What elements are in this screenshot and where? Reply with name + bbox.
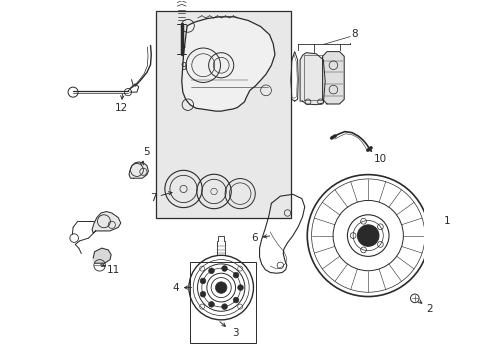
Text: 5: 5 <box>143 147 150 157</box>
Text: 4: 4 <box>172 283 179 293</box>
Text: 6: 6 <box>251 233 257 243</box>
Polygon shape <box>129 162 148 178</box>
Circle shape <box>221 304 227 310</box>
Polygon shape <box>92 212 121 233</box>
Text: 12: 12 <box>115 103 128 113</box>
Circle shape <box>200 278 205 284</box>
Bar <box>155 12 290 218</box>
Text: 9: 9 <box>180 62 186 72</box>
Bar <box>190 262 256 343</box>
Circle shape <box>208 301 214 307</box>
Circle shape <box>200 291 205 297</box>
Polygon shape <box>322 51 344 104</box>
Text: 10: 10 <box>373 154 386 164</box>
Circle shape <box>215 282 226 293</box>
Circle shape <box>233 297 239 303</box>
Circle shape <box>357 225 378 246</box>
Polygon shape <box>182 17 274 111</box>
Text: 7: 7 <box>150 193 157 203</box>
Polygon shape <box>300 53 325 105</box>
Text: 8: 8 <box>351 29 358 39</box>
Circle shape <box>221 266 227 271</box>
Polygon shape <box>93 248 111 263</box>
Circle shape <box>233 272 239 278</box>
Text: 1: 1 <box>443 216 449 226</box>
Text: 2: 2 <box>426 304 432 314</box>
Text: 11: 11 <box>107 265 120 275</box>
Circle shape <box>208 268 214 274</box>
Text: 3: 3 <box>232 328 238 338</box>
Circle shape <box>237 285 243 291</box>
